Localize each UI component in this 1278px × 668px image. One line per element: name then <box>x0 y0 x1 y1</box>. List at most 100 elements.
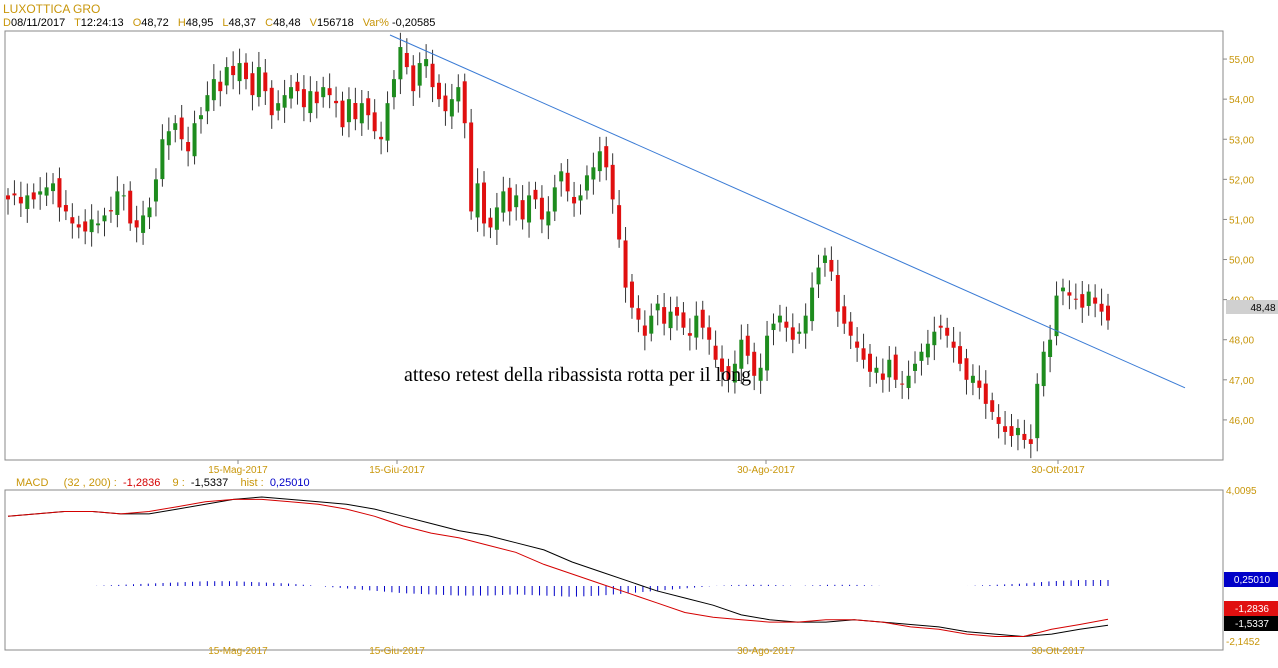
candle-body <box>977 380 982 388</box>
candle-body <box>1035 383 1040 439</box>
candle-body <box>417 63 422 86</box>
macd-header-value: -1,2836 <box>123 477 161 489</box>
candle-body <box>784 321 789 328</box>
candle-body <box>366 98 371 116</box>
candle-body <box>584 175 589 191</box>
candle-body <box>469 122 474 212</box>
candle-body <box>1080 294 1085 308</box>
candle-body <box>835 275 840 312</box>
candle-body <box>1067 292 1072 296</box>
candle-body <box>289 87 294 99</box>
candle-body <box>1054 295 1059 337</box>
candle-body <box>514 195 519 208</box>
candle-body <box>205 95 210 112</box>
signal-value-box <box>1224 616 1278 631</box>
candle-body <box>559 171 564 182</box>
candle-body <box>720 358 725 372</box>
var-value: -0,20585 <box>391 17 436 29</box>
candle-body <box>649 315 654 334</box>
macd-panel-frame <box>4 489 1224 651</box>
macd-params: (32 , 200) : <box>63 477 117 489</box>
candle-body <box>44 187 49 196</box>
macd-line <box>7 498 1109 637</box>
candle-body <box>391 79 396 98</box>
candle-body <box>790 327 795 340</box>
candle-body <box>893 354 898 380</box>
candle-body <box>424 59 429 67</box>
candle-body <box>211 79 216 101</box>
date-tick-label: 15-Giu-2017 <box>369 646 425 657</box>
candle-body <box>269 87 274 116</box>
candle-body <box>964 358 969 380</box>
candle-body <box>533 189 538 200</box>
candle-body <box>591 167 596 180</box>
trendline-group <box>389 34 1186 389</box>
candle-body <box>192 123 197 157</box>
macd-value-label: -1,2836 <box>1235 604 1269 615</box>
candle-body <box>726 366 731 380</box>
candle-body <box>346 99 351 123</box>
volume-value: 156718 <box>317 17 354 29</box>
candle-body <box>822 255 827 263</box>
candle-body <box>848 321 853 336</box>
hist-value-label: 0,25010 <box>1234 575 1271 586</box>
candle-body <box>816 267 821 285</box>
signal-line <box>7 496 1109 638</box>
date-tick-label: 30-Ago-2017 <box>737 465 795 476</box>
candle-body <box>803 315 808 334</box>
candle-body <box>436 82 441 100</box>
candle-body <box>218 81 223 92</box>
candle-body <box>166 131 171 146</box>
macd-label: MACD <box>16 477 49 489</box>
candle-body <box>314 91 319 104</box>
candle-body <box>198 115 203 120</box>
candle-body <box>1041 351 1046 387</box>
candle-body <box>173 123 178 130</box>
candle-body <box>552 187 557 212</box>
open-label: O <box>132 17 142 29</box>
date-axis: 15-Mag-2017 15-Mag-2017 15-Giu-2017 15-Giu-… <box>208 460 1085 657</box>
candle-body <box>321 87 326 98</box>
candle-body <box>1099 303 1104 312</box>
candle-body <box>334 100 339 104</box>
price-tick-label: 55,00 <box>1229 55 1254 66</box>
signal-value-label: -1,5337 <box>1235 619 1269 630</box>
candle-body <box>945 327 950 336</box>
candle-body <box>295 81 300 92</box>
candle-body <box>1093 297 1098 304</box>
candle-body <box>996 417 1001 424</box>
candle-body <box>51 183 56 192</box>
high-value: 48,95 <box>185 17 214 29</box>
candle-body <box>57 178 62 208</box>
candle-body <box>237 63 242 82</box>
candle-body <box>810 287 815 322</box>
candle-body <box>108 210 113 212</box>
candle-body <box>301 89 306 108</box>
candle-body <box>932 331 937 346</box>
candle-body <box>102 215 107 222</box>
candle-body <box>379 136 384 140</box>
candle-body <box>887 359 892 378</box>
candle-body <box>456 87 461 102</box>
candle-body <box>681 312 686 328</box>
candle-body <box>308 91 313 114</box>
hist-label: hist : <box>240 477 264 489</box>
candle-body <box>488 217 493 228</box>
candle-body <box>1003 426 1008 432</box>
close-value: 48,48 <box>273 17 301 29</box>
candle-body <box>668 311 673 329</box>
candle-body <box>38 191 43 195</box>
candle-body <box>610 164 615 200</box>
candle-body <box>494 207 499 230</box>
last-price-box <box>1226 300 1278 314</box>
candle-body <box>565 172 570 192</box>
low-label: L <box>222 17 229 29</box>
price-panel-frame <box>4 30 1224 461</box>
candle-body <box>1073 298 1078 300</box>
time-label: T <box>74 17 81 29</box>
candle-body <box>752 351 757 376</box>
candle-body <box>282 95 287 108</box>
candle-body <box>925 343 930 358</box>
candle-body <box>758 367 763 381</box>
